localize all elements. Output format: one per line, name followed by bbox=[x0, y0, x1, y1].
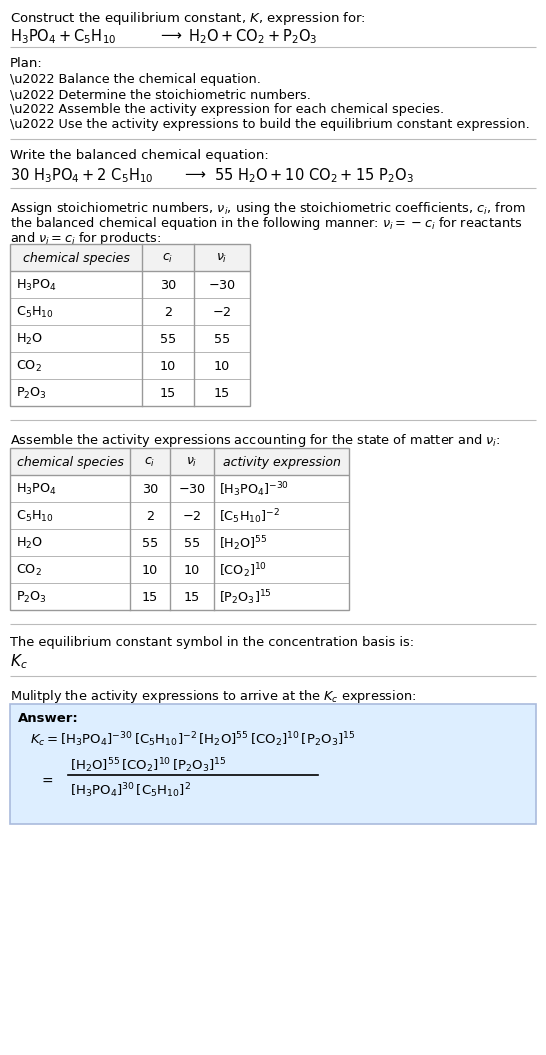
Text: chemical species: chemical species bbox=[16, 456, 123, 469]
Bar bbox=[10, 448, 349, 610]
Text: $[\mathrm{CO_2}]^{10}$: $[\mathrm{CO_2}]^{10}$ bbox=[219, 561, 267, 580]
Bar bbox=[10, 244, 250, 271]
Text: 55: 55 bbox=[142, 537, 158, 550]
Text: 10: 10 bbox=[142, 564, 158, 577]
Text: 10: 10 bbox=[184, 564, 200, 577]
Text: \u2022 Use the activity expressions to build the equilibrium constant expression: \u2022 Use the activity expressions to b… bbox=[10, 118, 530, 131]
Text: The equilibrium constant symbol in the concentration basis is:: The equilibrium constant symbol in the c… bbox=[10, 636, 414, 649]
Text: $\nu_i$: $\nu_i$ bbox=[216, 252, 228, 265]
Text: 15: 15 bbox=[184, 591, 200, 605]
Text: $\mathrm{H_2O + CO_2 + P_2O_3}$: $\mathrm{H_2O + CO_2 + P_2O_3}$ bbox=[188, 27, 318, 45]
Text: $[\mathrm{P_2O_3}]^{15}$: $[\mathrm{P_2O_3}]^{15}$ bbox=[219, 588, 272, 607]
Text: $\mathrm{30\ H_3PO_4 + 2\ C_5H_{10}}$: $\mathrm{30\ H_3PO_4 + 2\ C_5H_{10}}$ bbox=[10, 166, 153, 185]
Text: $\mathrm{CO_2}$: $\mathrm{CO_2}$ bbox=[16, 563, 42, 578]
Text: $\longrightarrow$: $\longrightarrow$ bbox=[158, 27, 183, 42]
Text: $-30$: $-30$ bbox=[208, 279, 236, 292]
Text: $\mathrm{P_2O_3}$: $\mathrm{P_2O_3}$ bbox=[16, 386, 47, 401]
Text: 55: 55 bbox=[184, 537, 200, 550]
Text: 2: 2 bbox=[146, 510, 154, 523]
Text: $\mathrm{H_3PO_4}$: $\mathrm{H_3PO_4}$ bbox=[16, 277, 57, 293]
Bar bbox=[10, 704, 536, 824]
Text: 15: 15 bbox=[160, 387, 176, 400]
Text: \u2022 Determine the stoichiometric numbers.: \u2022 Determine the stoichiometric numb… bbox=[10, 88, 311, 101]
Text: $\nu_i$: $\nu_i$ bbox=[186, 456, 198, 469]
Text: 30: 30 bbox=[160, 279, 176, 292]
Text: $\mathrm{P_2O_3}$: $\mathrm{P_2O_3}$ bbox=[16, 590, 47, 606]
Text: $\mathrm{CO_2}$: $\mathrm{CO_2}$ bbox=[16, 359, 42, 375]
Text: $\mathrm{H_2O}$: $\mathrm{H_2O}$ bbox=[16, 332, 43, 347]
Text: 15: 15 bbox=[142, 591, 158, 605]
Text: $-30$: $-30$ bbox=[178, 483, 206, 496]
Text: chemical species: chemical species bbox=[22, 252, 129, 265]
Text: \u2022 Balance the chemical equation.: \u2022 Balance the chemical equation. bbox=[10, 73, 261, 87]
Text: 10: 10 bbox=[214, 360, 230, 373]
Text: and $\nu_i = c_i$ for products:: and $\nu_i = c_i$ for products: bbox=[10, 230, 162, 247]
Text: 55: 55 bbox=[214, 333, 230, 346]
Text: 55: 55 bbox=[160, 333, 176, 346]
Text: $[\mathrm{H_2O}]^{55}\,[\mathrm{CO_2}]^{10}\,[\mathrm{P_2O_3}]^{15}$: $[\mathrm{H_2O}]^{55}\,[\mathrm{CO_2}]^{… bbox=[70, 756, 227, 774]
Text: 2: 2 bbox=[164, 306, 172, 319]
Text: Construct the equilibrium constant, $K$, expression for:: Construct the equilibrium constant, $K$,… bbox=[10, 9, 366, 27]
Text: Answer:: Answer: bbox=[18, 712, 79, 725]
Text: \u2022 Assemble the activity expression for each chemical species.: \u2022 Assemble the activity expression … bbox=[10, 103, 444, 116]
Text: $\mathrm{C_5H_{10}}$: $\mathrm{C_5H_{10}}$ bbox=[16, 305, 54, 320]
Text: $-2$: $-2$ bbox=[182, 510, 201, 523]
Text: $\mathrm{55\ H_2O + 10\ CO_2 + 15\ P_2O_3}$: $\mathrm{55\ H_2O + 10\ CO_2 + 15\ P_2O_… bbox=[214, 166, 414, 185]
Text: Assemble the activity expressions accounting for the state of matter and $\nu_i$: Assemble the activity expressions accoun… bbox=[10, 431, 501, 449]
Text: Assign stoichiometric numbers, $\nu_i$, using the stoichiometric coefficients, $: Assign stoichiometric numbers, $\nu_i$, … bbox=[10, 200, 526, 217]
Text: $c_i$: $c_i$ bbox=[162, 252, 174, 265]
Text: Write the balanced chemical equation:: Write the balanced chemical equation: bbox=[10, 149, 269, 162]
Text: $K_c = [\mathrm{H_3PO_4}]^{-30}\,[\mathrm{C_5H_{10}}]^{-2}\,[\mathrm{H_2O}]^{55}: $K_c = [\mathrm{H_3PO_4}]^{-30}\,[\mathr… bbox=[30, 730, 355, 749]
Text: $K_c$: $K_c$ bbox=[10, 652, 28, 671]
Text: activity expression: activity expression bbox=[223, 456, 341, 469]
Text: $[\mathrm{H_3PO_4}]^{-30}$: $[\mathrm{H_3PO_4}]^{-30}$ bbox=[219, 480, 289, 499]
Text: $\mathrm{C_5H_{10}}$: $\mathrm{C_5H_{10}}$ bbox=[16, 509, 54, 524]
Text: $=$: $=$ bbox=[39, 773, 54, 787]
Text: $\mathrm{H_2O}$: $\mathrm{H_2O}$ bbox=[16, 536, 43, 551]
Text: 15: 15 bbox=[214, 387, 230, 400]
Bar bbox=[10, 244, 250, 406]
Text: $\mathrm{H_3PO_4}$: $\mathrm{H_3PO_4}$ bbox=[16, 482, 57, 497]
Text: Plan:: Plan: bbox=[10, 57, 43, 70]
Text: $\mathrm{H_3PO_4 + C_5H_{10}}$: $\mathrm{H_3PO_4 + C_5H_{10}}$ bbox=[10, 27, 116, 45]
Text: 10: 10 bbox=[160, 360, 176, 373]
Text: Mulitply the activity expressions to arrive at the $K_c$ expression:: Mulitply the activity expressions to arr… bbox=[10, 688, 416, 705]
Bar bbox=[10, 448, 349, 475]
Text: the balanced chemical equation in the following manner: $\nu_i = -c_i$ for react: the balanced chemical equation in the fo… bbox=[10, 215, 523, 232]
Text: $\longrightarrow$: $\longrightarrow$ bbox=[182, 166, 207, 181]
Text: 30: 30 bbox=[142, 483, 158, 496]
Text: $-2$: $-2$ bbox=[212, 306, 232, 319]
Text: $[\mathrm{C_5H_{10}}]^{-2}$: $[\mathrm{C_5H_{10}}]^{-2}$ bbox=[219, 507, 280, 525]
Text: $[\mathrm{H_3PO_4}]^{30}\,[\mathrm{C_5H_{10}}]^{2}$: $[\mathrm{H_3PO_4}]^{30}\,[\mathrm{C_5H_… bbox=[70, 781, 191, 800]
Text: $[\mathrm{H_2O}]^{55}$: $[\mathrm{H_2O}]^{55}$ bbox=[219, 534, 268, 553]
Text: $c_i$: $c_i$ bbox=[144, 456, 156, 469]
